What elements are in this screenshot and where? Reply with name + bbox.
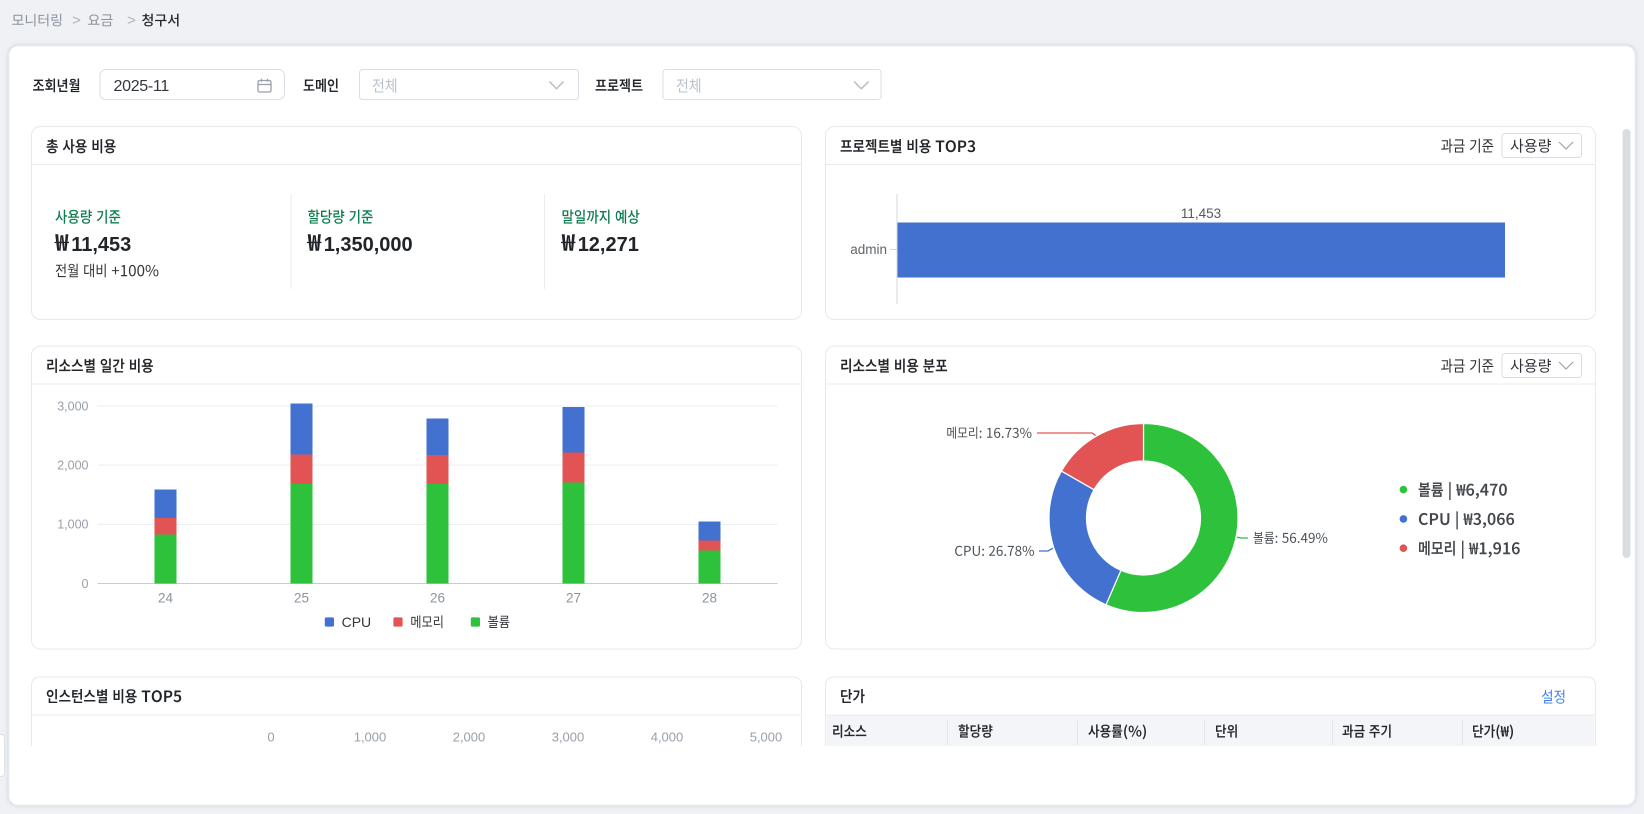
svg-text:11,453: 11,453 (71, 234, 131, 256)
svg-text:4,000: 4,000 (651, 730, 684, 745)
svg-text:26: 26 (430, 591, 445, 606)
svg-text:24: 24 (158, 591, 174, 606)
svg-text:>: > (127, 12, 136, 29)
svg-text:CPU: CPU (342, 614, 372, 630)
svg-text:>: > (72, 12, 81, 29)
svg-text:28: 28 (702, 591, 717, 606)
svg-text:0: 0 (267, 730, 274, 745)
svg-text:2,000: 2,000 (453, 730, 486, 745)
svg-text:12,271: 12,271 (578, 234, 639, 256)
svg-text:27: 27 (566, 591, 581, 606)
svg-text:0: 0 (82, 577, 89, 591)
svg-text:1,350,000: 1,350,000 (324, 234, 413, 256)
svg-text:25: 25 (294, 591, 309, 606)
svg-text:11,453: 11,453 (1181, 206, 1221, 221)
svg-text:5,000: 5,000 (750, 730, 783, 745)
svg-text:admin: admin (850, 242, 887, 257)
svg-text:1,000: 1,000 (57, 518, 88, 532)
svg-text:3,000: 3,000 (57, 399, 88, 413)
svg-text:2025-11: 2025-11 (114, 78, 170, 95)
svg-text:2,000: 2,000 (57, 459, 88, 473)
svg-text:3,000: 3,000 (552, 730, 585, 745)
svg-text:1,000: 1,000 (354, 730, 387, 745)
